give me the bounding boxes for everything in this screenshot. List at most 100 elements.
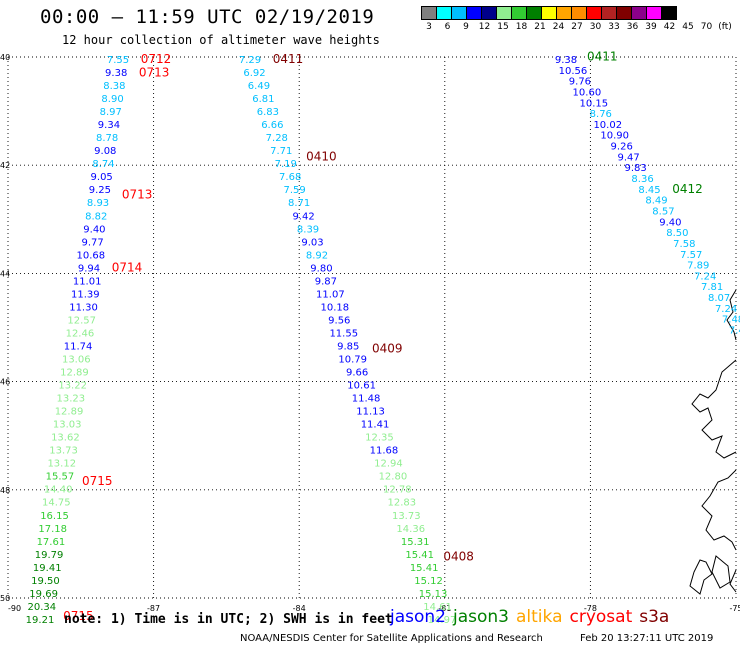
swh-value: 9.05 bbox=[91, 172, 113, 183]
swh-value: 7.68 bbox=[279, 172, 301, 183]
swh-value: 9.34 bbox=[98, 120, 120, 131]
lat-label: 44 bbox=[0, 269, 10, 278]
lon-label: -78 bbox=[584, 604, 597, 613]
swh-value: 15.12 bbox=[414, 576, 443, 587]
swh-value: 7.57 bbox=[680, 250, 702, 261]
coastline-segment bbox=[711, 555, 731, 589]
pass-time-label: 0412 bbox=[672, 182, 703, 196]
coastline-segment bbox=[689, 559, 713, 595]
legend-label: 36 bbox=[626, 22, 639, 32]
swh-value: 11.30 bbox=[69, 302, 98, 313]
swh-value: 10.18 bbox=[321, 302, 350, 313]
swh-value: 7.55 bbox=[107, 55, 129, 66]
swh-value: 11.68 bbox=[370, 446, 399, 457]
swh-value: 9.08 bbox=[94, 146, 116, 157]
swh-value: 7.19 bbox=[275, 159, 297, 170]
swh-value: 9.42 bbox=[292, 211, 314, 222]
swh-value: 7.41 bbox=[729, 326, 740, 337]
swh-value: 9.80 bbox=[310, 263, 332, 274]
swh-value: 9.87 bbox=[315, 276, 337, 287]
lon-label: -90 bbox=[8, 604, 21, 613]
swh-value: 12.46 bbox=[66, 328, 95, 339]
swh-value: 8.93 bbox=[87, 198, 109, 209]
swh-value: 8.49 bbox=[645, 196, 667, 207]
swh-value: 6.66 bbox=[261, 120, 283, 131]
legend-label: 24 bbox=[552, 22, 565, 32]
swh-value: 8.45 bbox=[638, 185, 660, 196]
swh-value: 11.41 bbox=[361, 420, 390, 431]
altimeter-tracks: 7.55 9.38 8.38 8.90 8.97 9.34 8.78 9.08 8.74 9.05… bbox=[26, 49, 740, 626]
pass-time-label: 0411 bbox=[273, 52, 304, 66]
swh-value: 10.02 bbox=[593, 120, 622, 131]
swh-value: 12.80 bbox=[379, 472, 408, 483]
legend-label: (ft) bbox=[718, 22, 732, 32]
swh-value: 10.68 bbox=[76, 250, 105, 261]
swh-value: 14.75 bbox=[42, 498, 71, 509]
lon-label: -84 bbox=[293, 604, 306, 613]
legend-label: 3 bbox=[426, 22, 432, 32]
color-scale-legend bbox=[421, 6, 677, 20]
swh-value: 9.66 bbox=[346, 368, 368, 379]
lat-label: 40 bbox=[0, 53, 10, 62]
swh-value: 13.12 bbox=[47, 459, 76, 470]
swh-value: 19.50 bbox=[31, 576, 60, 587]
footer-credit: NOAA/NESDIS Center for Satellite Applica… bbox=[240, 633, 543, 644]
swh-value: 15.13 bbox=[419, 589, 448, 600]
swh-value: 10.15 bbox=[580, 98, 609, 109]
swh-value: 7.81 bbox=[701, 282, 723, 293]
swh-value: 12.78 bbox=[383, 485, 412, 496]
pass-time-label: 0715 bbox=[82, 474, 113, 488]
coastline-segment bbox=[726, 289, 737, 341]
legend-label: 30 bbox=[589, 22, 602, 32]
swh-value: 12.57 bbox=[67, 315, 96, 326]
swh-value: 8.36 bbox=[631, 174, 653, 185]
swh-value: 9.76 bbox=[569, 77, 591, 88]
swh-value: 8.39 bbox=[297, 224, 319, 235]
swh-value: 14.36 bbox=[396, 524, 425, 535]
lat-label: 48 bbox=[0, 486, 10, 495]
swh-value: 8.90 bbox=[101, 94, 123, 105]
swh-value: 7.58 bbox=[673, 239, 695, 250]
swh-value: 9.83 bbox=[624, 163, 646, 174]
swh-value: 10.60 bbox=[573, 87, 602, 98]
swh-value: 13.06 bbox=[62, 355, 91, 366]
satellite-cryosat: cryosat bbox=[569, 607, 633, 627]
note-text: note: 1) Time is in UTC; 2) SWH is in fe… bbox=[64, 612, 393, 627]
pass-time-label: 0408 bbox=[443, 550, 474, 564]
legend-label: 45 bbox=[682, 22, 694, 32]
swh-value: 9.77 bbox=[81, 237, 103, 248]
swh-value: 9.38 bbox=[555, 55, 577, 66]
swh-value: 13.73 bbox=[392, 511, 421, 522]
swh-value: 19.69 bbox=[29, 589, 58, 600]
legend-label: 42 bbox=[663, 22, 676, 32]
swh-value: 13.62 bbox=[51, 433, 80, 444]
swh-value: 8.07 bbox=[708, 293, 730, 304]
swh-value: 8.57 bbox=[652, 206, 674, 217]
swh-value: 15.41 bbox=[405, 550, 434, 561]
pass-time-label: 0712 bbox=[141, 52, 172, 66]
swh-value: 8.97 bbox=[100, 107, 122, 118]
swh-value: 7.89 bbox=[687, 261, 709, 272]
swh-value: 7.59 bbox=[284, 185, 306, 196]
swh-value: 13.23 bbox=[57, 394, 86, 405]
lon-label: -81 bbox=[438, 604, 451, 613]
swh-value: 20.34 bbox=[27, 602, 56, 613]
swh-value: 7.48 bbox=[722, 315, 740, 326]
swh-value: 6.81 bbox=[252, 94, 274, 105]
swh-value: 9.40 bbox=[659, 217, 681, 228]
swh-value: 12.94 bbox=[374, 459, 403, 470]
pass-time-label: 0713 bbox=[122, 187, 153, 201]
satellite-s3a: s3a bbox=[639, 607, 670, 627]
swh-value: 6.83 bbox=[257, 107, 279, 118]
swh-value: 9.38 bbox=[105, 68, 127, 79]
legend-label: 27 bbox=[571, 22, 583, 32]
swh-value: 15.31 bbox=[401, 537, 430, 548]
swh-value: 11.39 bbox=[71, 289, 100, 300]
lon-label: -87 bbox=[147, 604, 160, 613]
pass-time-label: 0714 bbox=[112, 260, 143, 274]
swh-value: 12.35 bbox=[365, 433, 394, 444]
legend-label: 39 bbox=[645, 22, 657, 32]
swh-value: 9.56 bbox=[328, 315, 350, 326]
swh-value: 8.82 bbox=[85, 211, 107, 222]
color-scale-labels: 3 6 9 12 15 18 21 24 27 30 33 36 39 42 45 70 (ft) bbox=[421, 22, 740, 36]
